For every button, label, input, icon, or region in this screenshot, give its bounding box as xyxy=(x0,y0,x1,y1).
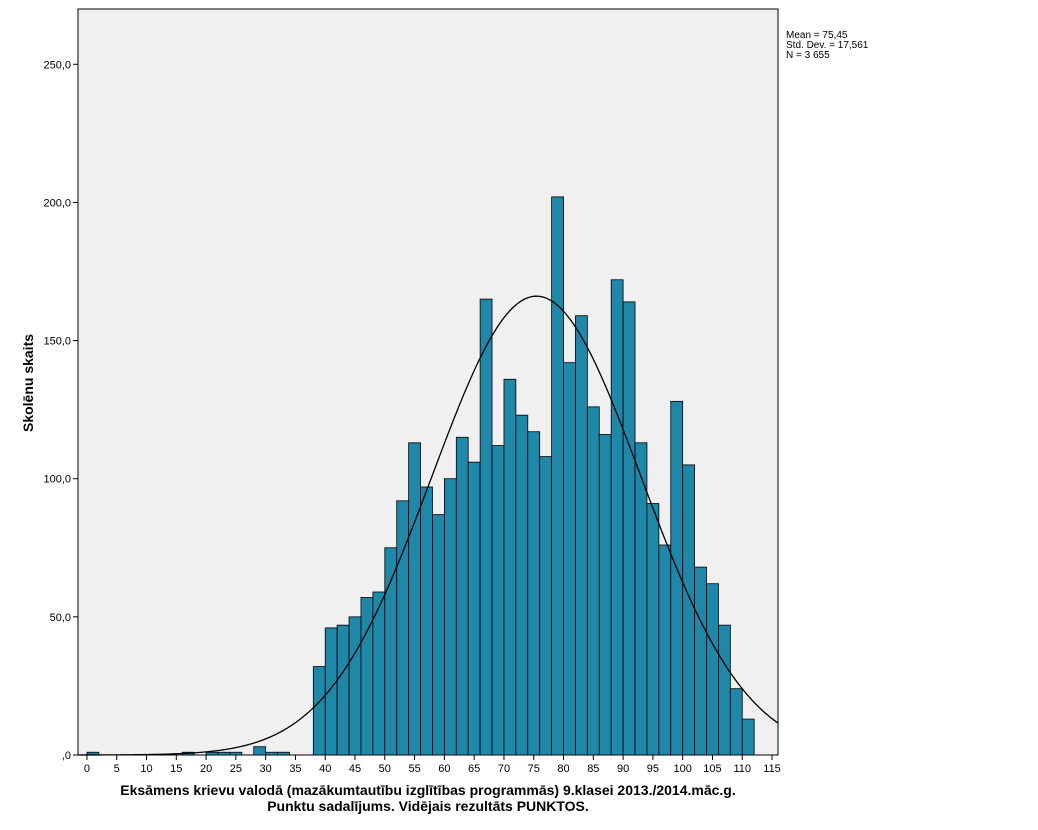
histogram-bar xyxy=(503,378,517,756)
x-tick-label: 65 xyxy=(468,763,480,775)
histogram-bar xyxy=(706,583,719,756)
bars-group xyxy=(86,196,755,756)
histogram-bar xyxy=(312,666,326,756)
histogram-bar xyxy=(277,751,290,756)
histogram-bar xyxy=(360,597,374,756)
histogram-bar xyxy=(455,436,469,756)
histogram-bar xyxy=(479,298,493,756)
x-tick-label: 35 xyxy=(289,763,301,775)
histogram-bar xyxy=(682,464,695,756)
histogram-bar xyxy=(336,624,350,756)
x-tick-label: 85 xyxy=(587,763,599,775)
x-axis: 0 5 10 15 20 25 30 35 40 45 50 55 60 65 70 75 80 85 90 95 10… xyxy=(84,755,781,775)
histogram-bar xyxy=(622,301,636,756)
x-tick-label: 110 xyxy=(733,763,751,775)
x-tick-label: 10 xyxy=(140,763,152,775)
x-tick-label: 25 xyxy=(230,763,242,775)
histogram-bar xyxy=(443,478,457,756)
histogram-bar xyxy=(694,566,707,756)
histogram-bar xyxy=(718,624,731,756)
x-tick-label: 20 xyxy=(200,763,212,775)
x-tick-label: 45 xyxy=(349,763,361,775)
stat-std-dev: Std. Dev. = 17,561 xyxy=(786,40,869,51)
stat-mean: Mean = 75,45 xyxy=(786,30,848,41)
histogram-bar xyxy=(348,616,362,756)
histogram-bar xyxy=(229,751,243,756)
x-tick-label: 50 xyxy=(379,763,391,775)
y-axis: ,0 50,0 100,0 150,0 200,0 250,0 xyxy=(43,59,78,762)
x-tick-label: 30 xyxy=(260,763,272,775)
x-tick-label: 5 xyxy=(114,763,120,775)
histogram-bar xyxy=(265,751,278,756)
histogram-bar xyxy=(527,431,541,756)
histogram-bar xyxy=(741,718,755,756)
histogram-bar xyxy=(467,461,481,756)
histogram-bar xyxy=(539,456,553,756)
histogram-bar xyxy=(324,627,338,756)
histogram-bar xyxy=(551,196,564,756)
histogram-bar xyxy=(575,315,588,756)
histogram-bar xyxy=(610,279,624,756)
x-axis-title-line-1: Eksāmens krievu valodā (mazākumtautību i… xyxy=(120,782,736,798)
y-tick-label: ,0 xyxy=(62,750,71,762)
y-tick-label: 250,0 xyxy=(43,59,71,71)
x-tick-label: 95 xyxy=(647,763,659,775)
histogram-bar xyxy=(491,445,505,756)
histogram-bar xyxy=(515,414,529,756)
x-tick-label: 75 xyxy=(528,763,540,775)
histogram-bar xyxy=(420,486,433,756)
stat-n: N = 3 655 xyxy=(786,50,830,61)
histogram-bar xyxy=(205,751,219,756)
x-tick-label: 55 xyxy=(408,763,420,775)
histogram-bar xyxy=(658,544,672,756)
histogram-bar xyxy=(217,751,231,756)
histogram-bar xyxy=(729,688,743,756)
x-tick-label: 115 xyxy=(763,763,781,775)
histogram-bar xyxy=(634,442,648,756)
x-tick-label: 105 xyxy=(703,763,721,775)
y-tick-label: 100,0 xyxy=(43,474,71,486)
histogram-bar xyxy=(646,503,660,756)
x-tick-label: 70 xyxy=(498,763,510,775)
histogram-bar xyxy=(408,442,421,756)
x-axis-title-line-2: Punktu sadalījums. Vidējais rezultāts PU… xyxy=(267,798,589,814)
x-tick-label: 15 xyxy=(170,763,182,775)
histogram-bar xyxy=(432,514,445,756)
x-tick-label: 40 xyxy=(319,763,331,775)
histogram-bar xyxy=(586,406,600,756)
y-axis-title: Skolēnu skaits xyxy=(20,334,36,432)
normal-curve xyxy=(78,295,779,756)
x-tick-label: 90 xyxy=(617,763,629,775)
x-tick-label: 0 xyxy=(84,763,90,775)
y-tick-label: 200,0 xyxy=(43,197,71,209)
y-tick-label: 150,0 xyxy=(43,336,71,348)
histogram-bar xyxy=(598,434,612,756)
histogram-bar xyxy=(396,500,410,756)
x-tick-label: 100 xyxy=(674,763,692,775)
histogram-bar xyxy=(253,746,267,756)
x-tick-label: 60 xyxy=(438,763,450,775)
histogram-bar xyxy=(384,547,398,756)
x-tick-label: 80 xyxy=(557,763,569,775)
y-tick-label: 50,0 xyxy=(50,612,71,624)
histogram-bar xyxy=(563,362,576,756)
